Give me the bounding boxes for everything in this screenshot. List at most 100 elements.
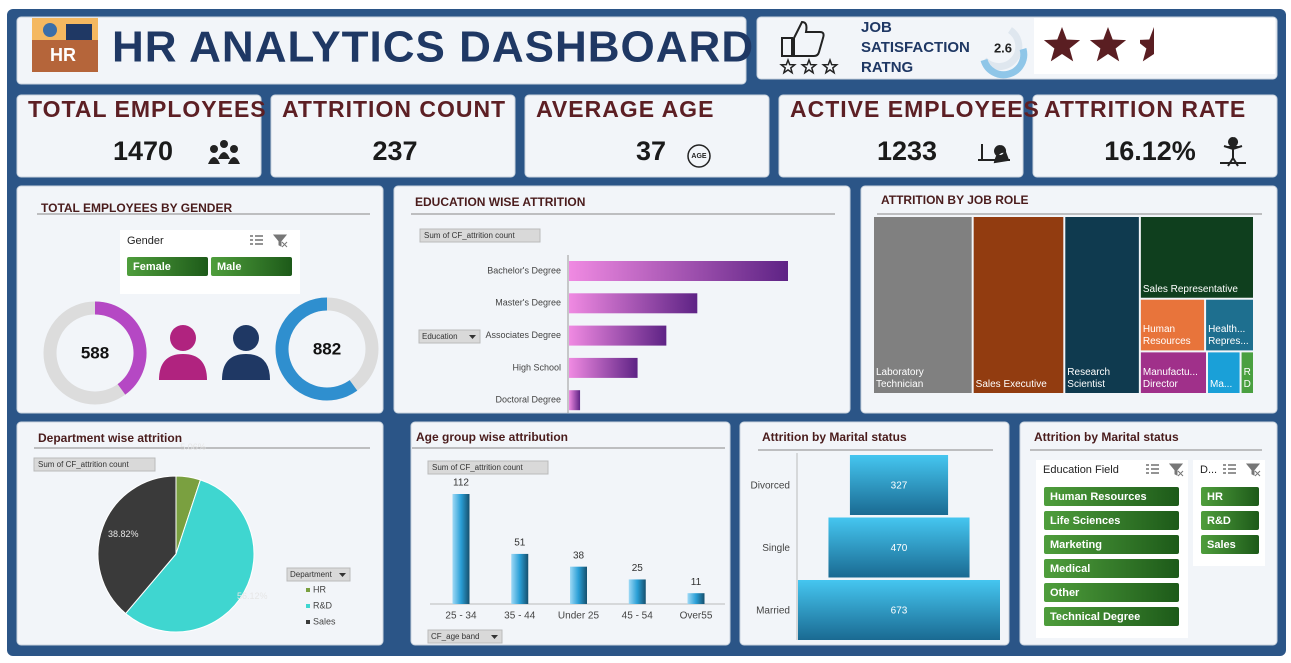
- kpi-value: 16.12%: [1104, 136, 1196, 166]
- treemap-label-box: Ma...: [1210, 379, 1232, 390]
- slicer-item[interactable]: [1044, 559, 1179, 578]
- rating-label: JOB SATISFACTION RATNG: [861, 19, 970, 76]
- slicer-item[interactable]: [1201, 487, 1259, 506]
- slicer-title: D...: [1200, 464, 1217, 476]
- panel: [410, 421, 731, 646]
- dropdown-arrow: [339, 573, 346, 577]
- panel: [270, 94, 516, 178]
- people-icon: [228, 157, 240, 164]
- data-label: 11: [691, 577, 702, 588]
- treemap-label: Sales Executive: [975, 379, 1047, 390]
- data-label: 470: [891, 543, 908, 554]
- people-icon: [220, 140, 228, 148]
- field-button: [33, 457, 156, 472]
- data-label: 673: [891, 606, 908, 617]
- treemap-cell: [1140, 217, 1253, 298]
- legend-label: R&D: [313, 600, 333, 610]
- treemap-cell: [1208, 352, 1240, 393]
- small-star: [821, 57, 839, 75]
- treemap-cell: [1140, 352, 1207, 393]
- y-tick-label: Single: [762, 543, 790, 554]
- bar: [687, 593, 705, 604]
- field-button: [419, 228, 541, 243]
- treemap-label-box: Human Resources: [1143, 324, 1191, 347]
- slicer-item-label: Human Resources: [1050, 491, 1147, 503]
- rating-star: [1043, 27, 1081, 62]
- treemap-label: Laboratory Technician: [876, 367, 924, 390]
- y-tick-label: High School: [512, 362, 561, 372]
- legend-title[interactable]: [286, 567, 351, 582]
- treemap-label-box: Health... Repres...: [1208, 324, 1249, 347]
- slicer-item[interactable]: [1201, 511, 1259, 530]
- dropdown-arrow: [491, 635, 498, 639]
- slicer-clear-icon[interactable]: [1245, 463, 1261, 477]
- y-tick-label: Master's Degree: [495, 298, 561, 308]
- slicer-multiselect-icon[interactable]: [1146, 464, 1159, 474]
- slicer-item-label: Sales: [1207, 539, 1236, 551]
- field-button[interactable]: [427, 629, 503, 644]
- bar: [569, 325, 667, 346]
- field-button-label: Sum of CF_attrition count: [424, 231, 515, 240]
- data-label: 56.12%: [237, 591, 268, 601]
- slicer-item[interactable]: [1044, 511, 1179, 530]
- slicer-item[interactable]: [1201, 535, 1259, 554]
- person-icon: [233, 325, 259, 351]
- slicer-item[interactable]: [1044, 583, 1179, 602]
- gauge-arc: [980, 48, 1028, 79]
- treemap-label: Manufactu... Director: [1142, 366, 1198, 390]
- x-tick-label: 45 - 54: [622, 611, 654, 622]
- data-label: 112: [453, 478, 469, 489]
- chart-title: Department wise attrition: [38, 431, 182, 445]
- slicer-item-label: R&D: [1207, 515, 1231, 527]
- people-icon: [218, 152, 230, 159]
- data-label: 327: [891, 481, 908, 492]
- small-star: [779, 57, 797, 75]
- slicer-multiselect-icon[interactable]: [1223, 464, 1236, 474]
- field-button[interactable]: [418, 329, 481, 344]
- bar: [570, 566, 587, 604]
- gauge-track: [981, 27, 1023, 71]
- people-icon: [208, 157, 220, 164]
- slicer-item-label: Marketing: [1050, 539, 1102, 551]
- slicer-item[interactable]: [1044, 487, 1179, 506]
- legend-label: Sales: [313, 616, 336, 626]
- data-label: 38: [573, 550, 585, 561]
- treemap-label: Sales Representative: [1142, 283, 1238, 295]
- panel: [16, 94, 262, 178]
- slicer-item[interactable]: [127, 257, 208, 276]
- people-icon: [210, 145, 218, 153]
- rating-star: [1089, 27, 1127, 62]
- person-icon: [170, 325, 196, 351]
- panel: [778, 94, 1024, 178]
- slicer-item-label: Other: [1050, 587, 1080, 599]
- slicer-item[interactable]: [1044, 535, 1179, 554]
- rating-value: 2.6: [994, 40, 1012, 55]
- treemap-label-box: Research Scientist: [1067, 367, 1110, 390]
- slicer-title: Gender: [127, 235, 164, 247]
- kpi-label: AVERAGE AGE: [536, 96, 714, 122]
- treemap-label-box: Laboratory Technician: [876, 367, 924, 390]
- chart-title: ATTRITION BY JOB ROLE: [881, 193, 1029, 207]
- slicer-clear-icon[interactable]: [272, 234, 288, 248]
- treemap-label-box: Sales Representative: [1142, 283, 1238, 295]
- slicer-item-label: Female: [133, 261, 171, 273]
- slicer-item-label: Life Sciences: [1050, 515, 1120, 527]
- slicer-multiselect-icon[interactable]: [250, 235, 263, 245]
- treemap-label-box: Manufactu... Director: [1142, 366, 1198, 390]
- legend-swatch: [306, 604, 310, 608]
- kpi-label: ACTIVE EMPLOYEES: [790, 96, 1040, 122]
- dashboard-title: HR ANALYTICS DASHBOARD: [112, 23, 754, 72]
- age-icon-label: AGE: [691, 153, 707, 160]
- donut-value: 588: [81, 343, 109, 362]
- panel: [524, 94, 770, 178]
- x-tick-label: 35 - 44: [504, 611, 536, 622]
- field-button-label: Sum of CF_attrition count: [432, 463, 523, 472]
- slicer-clear-icon[interactable]: [1168, 463, 1184, 477]
- slicer-item[interactable]: [1044, 607, 1179, 626]
- pie-slice: [97, 475, 177, 615]
- bar: [569, 390, 581, 411]
- y-tick-label: Divorced: [751, 481, 790, 492]
- slicer-item[interactable]: [211, 257, 292, 276]
